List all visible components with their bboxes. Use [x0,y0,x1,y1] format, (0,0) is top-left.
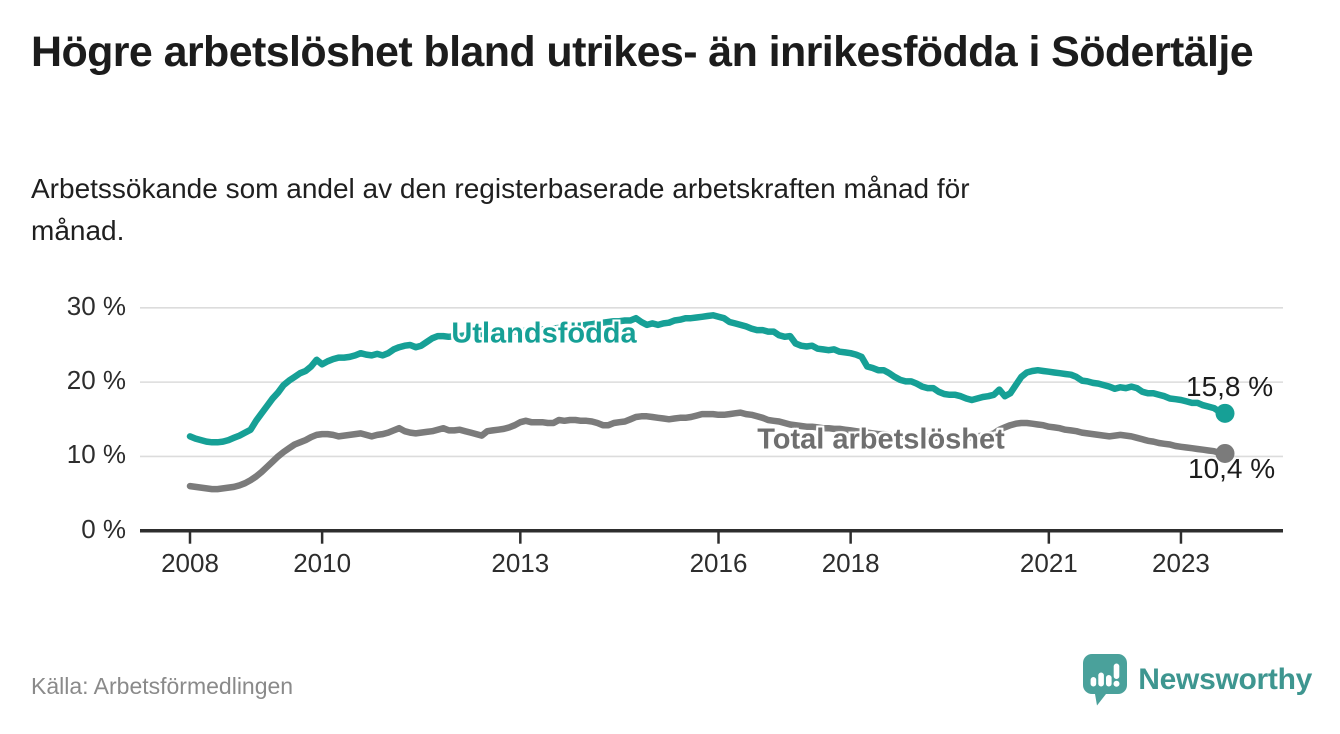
newsworthy-speech-bubble-bar-chart-icon [1083,654,1128,706]
newsworthy-logo: Newsworthy [1082,653,1312,706]
foreign-born-series-line [186,312,1229,446]
source-note: Källa: Arbetsförmedlingen [31,673,294,699]
foreign-born-end-dot [1215,403,1235,423]
total-series-line [186,409,1229,493]
total-end-dot [1215,443,1235,463]
chart-subtitle: Arbetssökande som andel av den registerb… [31,173,970,246]
page-title: Högre arbetslöshet bland utrikes- än inr… [31,28,1254,76]
newsworthy-logo-text: Newsworthy [1138,662,1312,696]
